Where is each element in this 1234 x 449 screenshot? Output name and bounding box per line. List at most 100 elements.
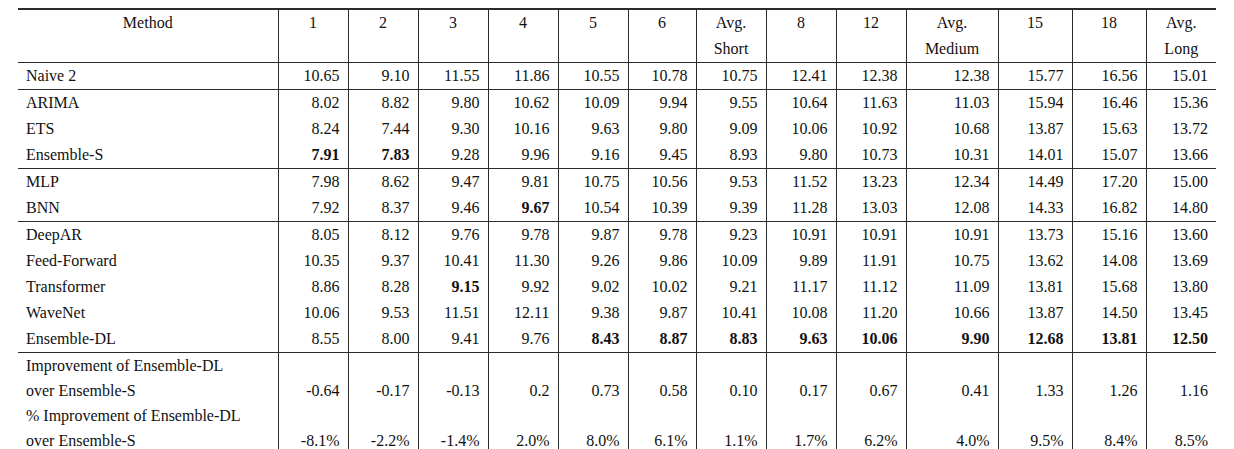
table-row: BNN7.928.379.469.6710.5410.399.3911.2813… <box>18 195 1216 222</box>
value-cell: 10.16 <box>488 116 558 142</box>
value-cell: 11.09 <box>906 274 998 300</box>
value-cell: 8.02 <box>278 90 348 117</box>
value-cell: 9.63 <box>558 116 628 142</box>
value-cell: 9.47 <box>418 169 488 196</box>
value-cell: 15.16 <box>1072 222 1146 249</box>
method-cell: Ensemble-S <box>18 142 278 169</box>
value-cell: 14.80 <box>1146 195 1216 222</box>
value-cell: 8.87 <box>628 326 696 353</box>
value-cell: 9.30 <box>418 116 488 142</box>
value-cell: 9.10 <box>348 63 418 90</box>
value-cell: 9.78 <box>628 222 696 249</box>
value-cell <box>836 403 906 428</box>
value-cell <box>1146 353 1216 379</box>
value-cell: 9.76 <box>418 222 488 249</box>
value-cell: 9.39 <box>696 195 766 222</box>
value-cell <box>906 403 998 428</box>
value-cell: 11.12 <box>836 274 906 300</box>
value-cell: -1.4% <box>418 428 488 449</box>
col-header-line1: 6 <box>637 10 688 36</box>
value-cell: 12.38 <box>836 63 906 90</box>
value-cell <box>998 403 1072 428</box>
value-cell: 14.08 <box>1072 248 1146 274</box>
value-cell: 1.33 <box>998 378 1072 403</box>
value-cell: 8.0% <box>558 428 628 449</box>
value-cell: 10.68 <box>906 116 998 142</box>
col-header-line2 <box>775 36 828 62</box>
col-header: 6 <box>628 9 696 63</box>
value-cell: 9.96 <box>488 142 558 169</box>
table-row: % Improvement of Ensemble-DL <box>18 403 1216 428</box>
value-cell: 1.26 <box>1072 378 1146 403</box>
value-cell <box>278 353 348 379</box>
value-cell: 11.55 <box>418 63 488 90</box>
value-cell: 9.53 <box>696 169 766 196</box>
table-row: ETS8.247.449.3010.169.639.809.0910.0610.… <box>18 116 1216 142</box>
value-cell <box>696 353 766 379</box>
value-cell: 9.89 <box>766 248 836 274</box>
value-cell: 15.63 <box>1072 116 1146 142</box>
value-cell: 9.78 <box>488 222 558 249</box>
col-header-line2 <box>357 36 410 62</box>
results-table: Method123456Avg.Short812Avg.Medium1518Av… <box>18 8 1216 449</box>
value-cell: 16.82 <box>1072 195 1146 222</box>
value-cell: 9.87 <box>558 222 628 249</box>
value-cell <box>558 353 628 379</box>
value-cell: 9.15 <box>418 274 488 300</box>
value-cell: 10.78 <box>628 63 696 90</box>
value-cell: 11.91 <box>836 248 906 274</box>
value-cell: 10.91 <box>836 222 906 249</box>
value-cell: 14.49 <box>998 169 1072 196</box>
value-cell <box>1072 403 1146 428</box>
method-cell: over Ensemble-S <box>18 378 278 403</box>
value-cell: 12.41 <box>766 63 836 90</box>
value-cell: 9.28 <box>418 142 488 169</box>
value-cell: 10.06 <box>836 326 906 353</box>
col-header-line2 <box>497 36 550 62</box>
method-cell: MLP <box>18 169 278 196</box>
value-cell: 9.37 <box>348 248 418 274</box>
value-cell: 1.1% <box>696 428 766 449</box>
value-cell <box>488 353 558 379</box>
value-cell: 9.38 <box>558 300 628 326</box>
value-cell <box>766 353 836 379</box>
col-header-line1: Avg. <box>915 10 990 36</box>
table-row: WaveNet10.069.5311.5112.119.389.8710.411… <box>18 300 1216 326</box>
value-cell: 11.17 <box>766 274 836 300</box>
value-cell: 16.56 <box>1072 63 1146 90</box>
value-cell: 10.65 <box>278 63 348 90</box>
value-cell: 9.86 <box>628 248 696 274</box>
col-header-line2 <box>845 36 898 62</box>
method-cell: % Improvement of Ensemble-DL <box>18 403 278 428</box>
value-cell: 8.93 <box>696 142 766 169</box>
value-cell: 9.81 <box>488 169 558 196</box>
method-cell: over Ensemble-S <box>18 428 278 449</box>
value-cell: 8.37 <box>348 195 418 222</box>
value-cell: 12.38 <box>906 63 998 90</box>
value-cell <box>696 403 766 428</box>
value-cell: 9.67 <box>488 195 558 222</box>
col-header-method: Method <box>18 9 278 63</box>
value-cell <box>766 403 836 428</box>
value-cell: 11.03 <box>906 90 998 117</box>
value-cell: 10.09 <box>696 248 766 274</box>
value-cell: 12.08 <box>906 195 998 222</box>
value-cell: 7.98 <box>278 169 348 196</box>
col-header-line2 <box>427 36 480 62</box>
method-cell: BNN <box>18 195 278 222</box>
value-cell <box>836 353 906 379</box>
col-header-line1: 18 <box>1081 10 1138 36</box>
value-cell: 10.06 <box>278 300 348 326</box>
value-cell: 9.02 <box>558 274 628 300</box>
value-cell: 11.51 <box>418 300 488 326</box>
value-cell <box>1072 353 1146 379</box>
col-header-line1: Avg. <box>1155 10 1209 36</box>
col-header: 2 <box>348 9 418 63</box>
value-cell <box>906 353 998 379</box>
value-cell: 11.30 <box>488 248 558 274</box>
value-cell: 12.50 <box>1146 326 1216 353</box>
value-cell: 11.63 <box>836 90 906 117</box>
value-cell <box>488 403 558 428</box>
value-cell: -8.1% <box>278 428 348 449</box>
value-cell: -0.17 <box>348 378 418 403</box>
